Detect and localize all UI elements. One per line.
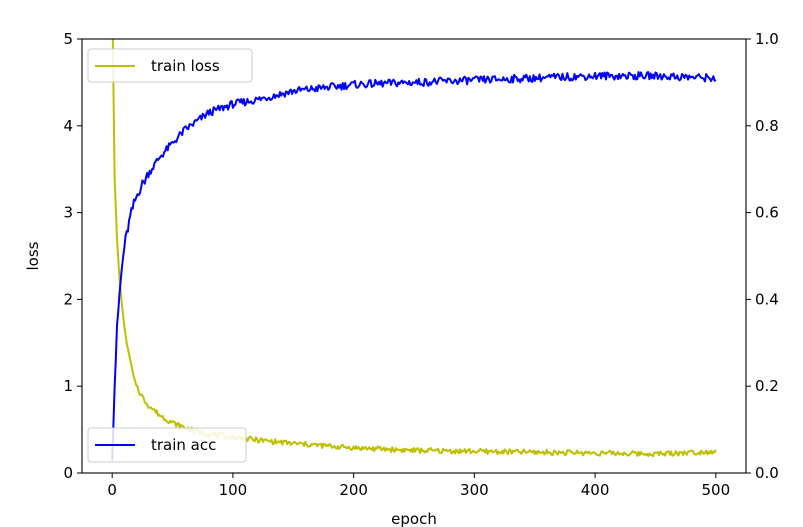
- x-axis-label: epoch: [391, 510, 437, 527]
- y-tick-label: 1: [63, 377, 73, 395]
- y2-tick-label: 0.0: [755, 464, 779, 482]
- y2-tick-label: 0.8: [755, 117, 779, 135]
- x-tick-label: 200: [339, 481, 368, 499]
- x-tick-label: 300: [460, 481, 489, 499]
- y-tick-label: 2: [63, 290, 73, 308]
- y-tick-label: 4: [63, 117, 73, 135]
- plot-frame: [81, 38, 747, 474]
- y-tick-label: 0: [63, 464, 73, 482]
- x-tick-label: 100: [219, 481, 248, 499]
- legend-acc: train acc: [87, 427, 247, 463]
- legend-loss-label: train loss: [151, 57, 220, 75]
- y2-tick-label: 1.0: [755, 30, 779, 48]
- x-tick-label: 500: [701, 481, 730, 499]
- y-axis-label: loss: [24, 241, 42, 270]
- series-line-train-acc: [111, 71, 717, 461]
- axes-layer: 0 100 200 300 400 500 0 1 2 3 4 5 0.0 0.2 0.4 0.6 0.8 1.0: [63, 30, 778, 499]
- y2-tick-label: 0.6: [755, 204, 779, 222]
- y2-tick-label: 0.2: [755, 377, 779, 395]
- y-tick-label: 3: [63, 204, 73, 222]
- legend-loss-box: [87, 48, 253, 83]
- legend-acc-label: train acc: [151, 436, 216, 454]
- y-tick-label: 5: [63, 30, 73, 48]
- legend-acc-box: [87, 427, 247, 463]
- x-tick-label: 0: [107, 481, 117, 499]
- y2-tick-label: 0.4: [755, 290, 779, 308]
- legend-loss: train loss: [87, 48, 253, 83]
- x-tick-label: 400: [581, 481, 610, 499]
